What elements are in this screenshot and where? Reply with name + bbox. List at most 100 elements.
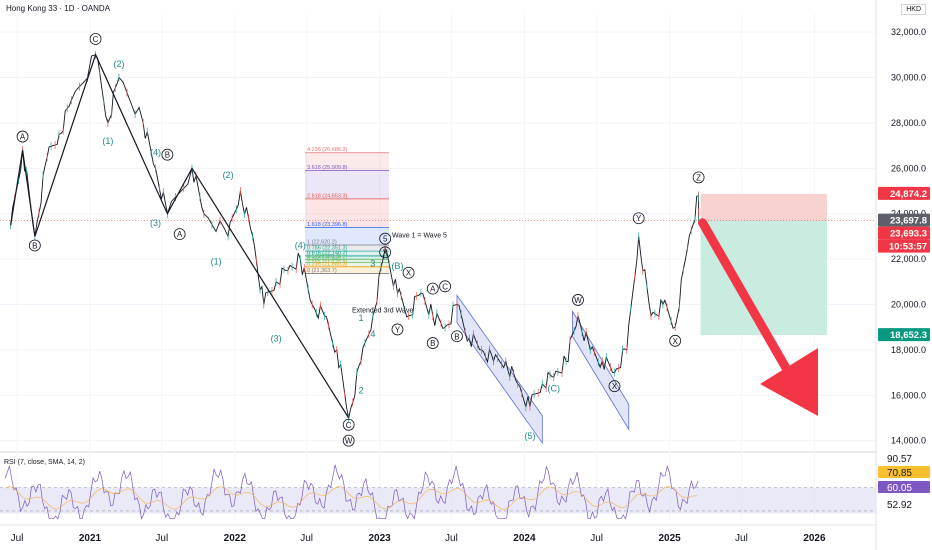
wave-label: C <box>93 35 99 44</box>
wave-label-ring <box>173 228 186 241</box>
x-tick-label: Jul <box>11 533 24 544</box>
wave-label: (C) <box>548 383 561 393</box>
rsi-axis-badge-text: 60.05 <box>887 483 912 494</box>
x-tick-label: Jul <box>445 533 458 544</box>
rsi-band <box>0 487 876 514</box>
trend-channel <box>456 294 543 445</box>
fib-level-label: 4.236 (26,686.3) <box>307 147 348 153</box>
fib-level-label: 0.618 (22,140.2) <box>307 250 348 256</box>
price-axis-badge <box>878 328 930 342</box>
rsi-sma-line <box>4 485 698 510</box>
wave-label: (2) <box>113 59 124 69</box>
y-tick-label: 20,000.0 <box>891 299 926 309</box>
y-tick-label: 22,000.0 <box>891 254 926 264</box>
wave-label: (B) <box>391 261 403 271</box>
fib-level-label: 0.236 (21,660.3) <box>307 261 348 267</box>
price-axis-badge-text: 23,697.8 <box>890 216 927 227</box>
y-tick-label: 26,000.0 <box>891 163 926 173</box>
x-tick-label: 2021 <box>79 533 102 544</box>
fib-level-label: 3.618 (25,909.8) <box>307 165 348 171</box>
wave-label-ring <box>342 434 355 447</box>
wave-label: A <box>430 285 436 294</box>
wave-label: (5) <box>524 431 535 441</box>
rsi-title: RSI (7, close, SMA, 14, 2) <box>4 459 85 466</box>
wave-label-ring <box>89 33 102 45</box>
fib-zone-fill <box>305 255 389 260</box>
fib-level-label: 1 (22,620.2) <box>307 240 337 246</box>
fib-zone-fill <box>305 198 389 228</box>
wave-label-ring <box>451 330 463 343</box>
price-axis-badge-text: 24,874.2 <box>890 189 927 200</box>
x-tick-label: 2026 <box>803 533 826 544</box>
wave-label-ring <box>391 323 404 336</box>
fib-zone-fill <box>305 245 389 252</box>
wave-label-ring <box>426 337 439 349</box>
fib-zone-fill <box>305 251 389 256</box>
wave-label-ring <box>16 130 29 143</box>
wave-label-ring <box>28 239 41 252</box>
x-tick-label: 2025 <box>659 533 682 544</box>
annotation-extended-third: Extended 3rd Wave <box>352 307 413 314</box>
y-tick-label: 14,000.0 <box>891 436 926 446</box>
x-tick-label: 2023 <box>368 533 391 544</box>
wave-label: 5 <box>383 235 388 244</box>
take-profit-zone <box>700 220 827 336</box>
price-axis-badge <box>878 239 930 253</box>
wave-label: (3) <box>271 334 282 344</box>
wave-label: (3) <box>150 218 161 228</box>
wave-label: 3 <box>370 259 375 269</box>
wave-label-ring <box>632 212 645 225</box>
rsi-axis-badge <box>878 466 930 478</box>
x-tick-label: Jul <box>300 533 313 544</box>
elliott-wave-line <box>10 53 350 419</box>
x-tick-label: 2024 <box>513 533 536 544</box>
wave-label: A <box>177 230 183 239</box>
wave-label-ring <box>426 282 439 295</box>
y-tick-label: 28,000.0 <box>891 118 926 128</box>
price-axis-badge <box>878 213 930 227</box>
wave-label: C <box>346 421 352 430</box>
wave-label-ring <box>439 280 451 293</box>
wave-label-ring <box>379 246 392 259</box>
wave-label: Y <box>636 214 642 223</box>
rsi-axis-badge <box>878 481 930 493</box>
wave-label: (4) <box>150 147 161 157</box>
rsi-axis-badge-text: 70.85 <box>887 468 912 479</box>
wave-label-ring <box>692 171 705 184</box>
wave-label: Y <box>395 325 401 334</box>
wave-label: Z <box>696 173 701 182</box>
forecast-arrow-head <box>760 348 818 416</box>
wave-label: X <box>673 337 679 346</box>
chart-title: Hong Kong 33 · 1D · OANDA <box>6 4 111 13</box>
wave-label-ring <box>402 266 415 279</box>
wave-label: (4) <box>295 240 306 250</box>
x-tick-label: 2022 <box>224 533 247 544</box>
wave-label: X <box>383 248 389 257</box>
y-tick-label: 30,000.0 <box>891 73 926 83</box>
wave-label: B <box>165 151 170 160</box>
forecast-arrow-shaft <box>698 218 795 380</box>
fib-zone-fill <box>305 152 389 171</box>
wave-label: 1 <box>358 313 363 323</box>
x-tick-label: Jul <box>735 533 748 544</box>
y-tick-label: 32,000.0 <box>891 27 926 37</box>
fib-level-label: 0 (21,363.7) <box>307 268 337 274</box>
wave-label-ring <box>379 232 392 245</box>
x-tick-label: Jul <box>590 533 603 544</box>
fib-level-label: 0.5 (21,991.9) <box>307 254 341 260</box>
y-tick-label: 18,000.0 <box>891 345 926 355</box>
wave-label: 4 <box>370 329 375 339</box>
rsi-axis-badge-text: 52.92 <box>887 500 912 511</box>
wave-label: W <box>345 437 353 446</box>
wave-label: A <box>20 133 26 142</box>
fib-zone-fill <box>305 259 389 263</box>
wave-label: X <box>406 269 412 278</box>
fib-zone-fill <box>305 227 389 246</box>
wave-label: 2 <box>358 386 363 396</box>
currency-badge[interactable]: HKD <box>901 4 926 15</box>
rsi-axis-badge <box>877 497 931 511</box>
x-tick-label: Jul <box>155 533 168 544</box>
fib-level-label: 0.382 (21,843.5) <box>307 257 348 263</box>
